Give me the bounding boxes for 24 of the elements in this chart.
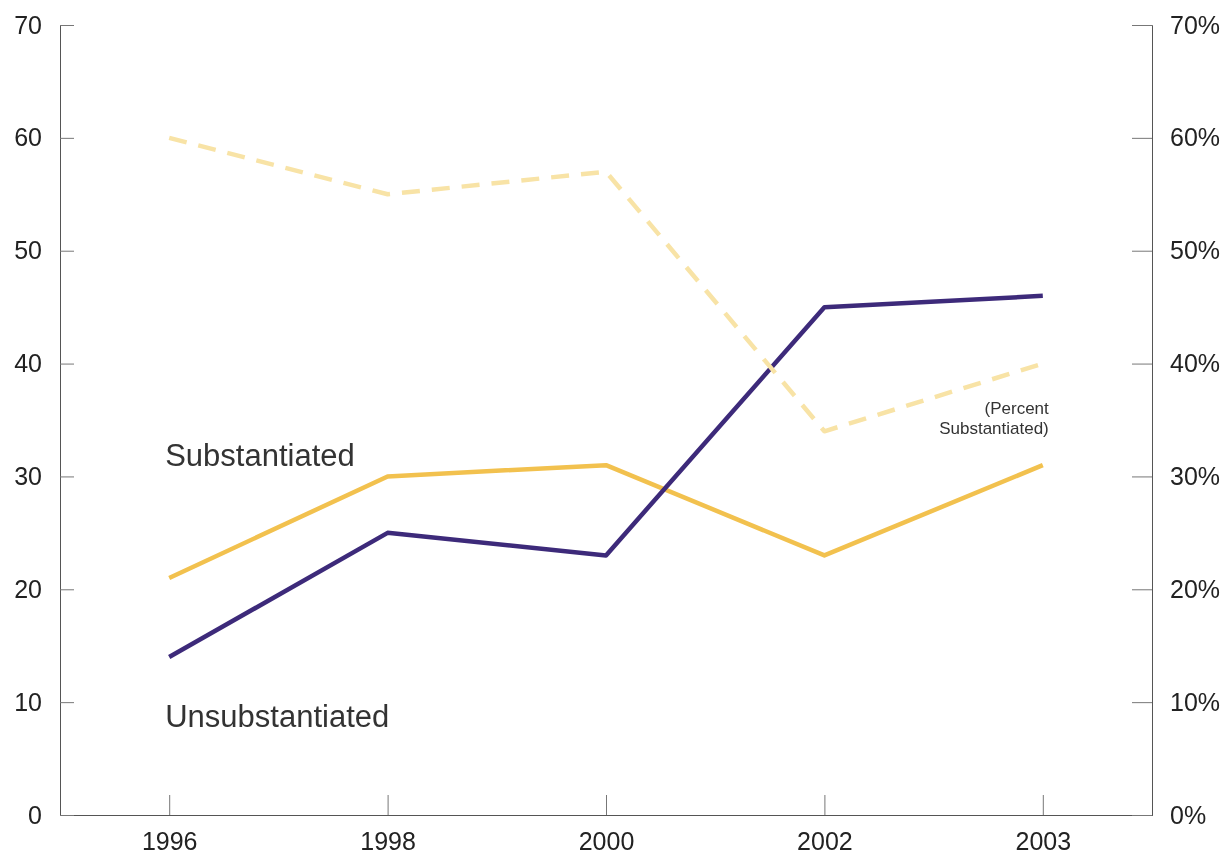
y2-tick-label: 70% <box>1170 10 1221 39</box>
y2-tick-label: 60% <box>1170 123 1221 152</box>
y-tick-label: 50 <box>14 236 42 265</box>
series-label: Substantiated <box>165 438 355 473</box>
y-tick-label: 40 <box>14 349 42 378</box>
y-tick-label: 10 <box>14 687 42 716</box>
x-tick-label: 1998 <box>360 826 416 855</box>
y2-tick-label: 10% <box>1170 687 1221 716</box>
x-tick-label: 1996 <box>141 826 198 855</box>
x-tick-label: 2002 <box>797 826 853 855</box>
series-label: (Percent Substantiated) <box>939 398 1050 438</box>
y-tick-label: 20 <box>14 574 42 603</box>
y-tick-label: 0 <box>28 800 42 829</box>
y2-tick-label: 50% <box>1170 236 1221 265</box>
y-tick-label: 60 <box>14 123 42 152</box>
series-label: Unsubstantiated <box>165 699 390 734</box>
y2-tick-label: 30% <box>1170 461 1221 490</box>
y-tick-label: 70 <box>14 10 42 39</box>
y2-tick-label: 20% <box>1170 574 1221 603</box>
y2-tick-label: 40% <box>1170 349 1221 378</box>
y2-tick-label: 0% <box>1170 800 1207 829</box>
x-tick-label: 2003 <box>1015 826 1072 855</box>
y-tick-label: 30 <box>14 461 42 490</box>
x-tick-label: 2000 <box>578 826 635 855</box>
